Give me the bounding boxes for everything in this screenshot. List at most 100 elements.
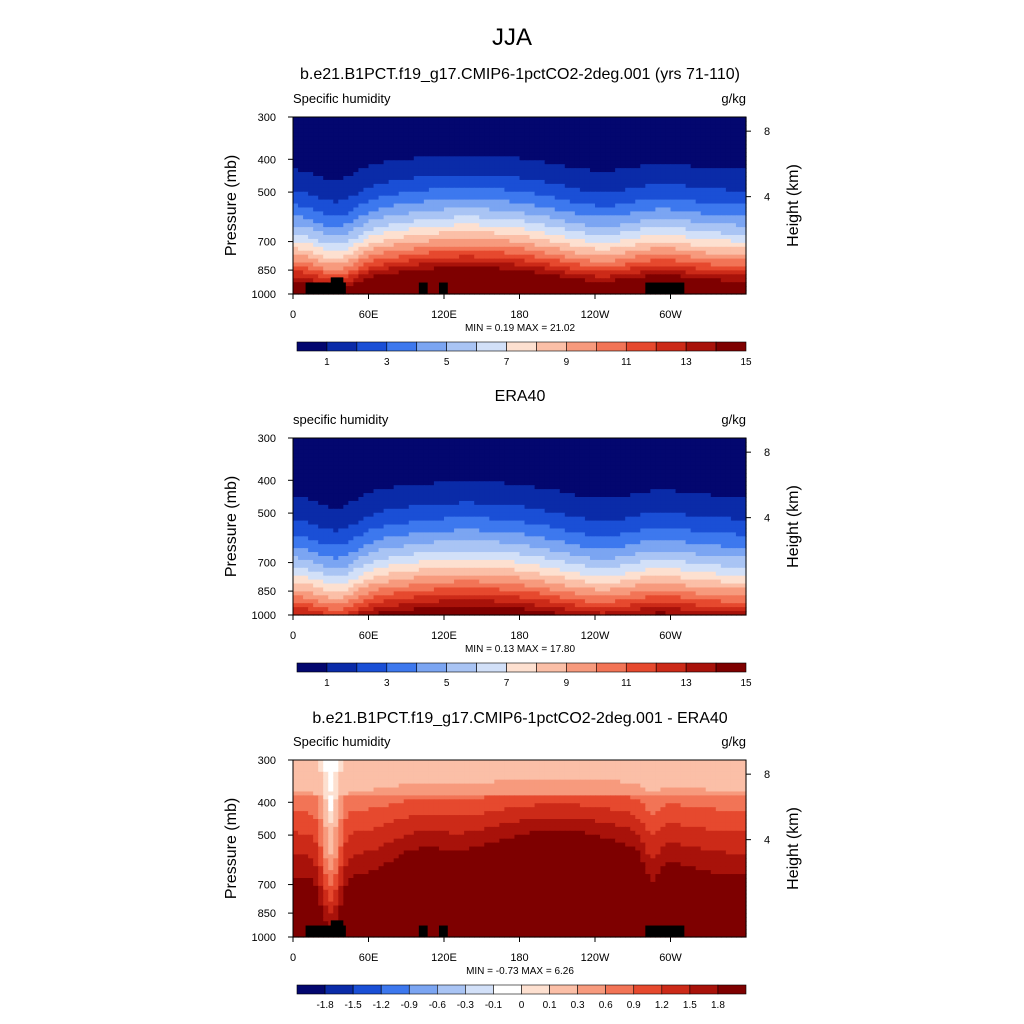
heatmap-cell bbox=[333, 176, 339, 181]
heatmap-cell bbox=[313, 140, 319, 146]
heatmap-cell bbox=[675, 148, 682, 153]
heatmap-cell bbox=[740, 246, 747, 252]
heatmap-cell bbox=[433, 223, 440, 228]
heatmap-cell bbox=[343, 136, 349, 142]
heatmap-cell bbox=[524, 117, 531, 122]
heatmap-cell bbox=[660, 223, 667, 228]
heatmap-cell bbox=[675, 449, 682, 455]
heatmap-cell bbox=[549, 156, 556, 161]
heatmap-cell bbox=[589, 144, 596, 150]
heatmap-cell bbox=[630, 211, 636, 216]
heatmap-cell bbox=[428, 128, 435, 134]
heatmap-cell bbox=[660, 254, 667, 260]
heatmap-cell bbox=[529, 246, 536, 252]
heatmap-cell bbox=[363, 290, 370, 295]
heatmap-cell bbox=[449, 453, 455, 459]
heatmap-cell bbox=[489, 207, 495, 212]
heatmap-cell bbox=[705, 231, 712, 236]
heatmap-cell bbox=[645, 449, 651, 455]
heatmap-cell bbox=[615, 117, 621, 122]
heatmap-cell bbox=[504, 461, 511, 467]
colorbar-label: 1 bbox=[324, 357, 330, 368]
heatmap-cell bbox=[393, 156, 400, 161]
heatmap-cell bbox=[368, 441, 375, 447]
heatmap-cell bbox=[494, 211, 500, 216]
heatmap-cell bbox=[685, 219, 692, 224]
heatmap-cell bbox=[393, 176, 400, 181]
heatmap-cell bbox=[293, 227, 299, 232]
heatmap-cell bbox=[454, 227, 460, 232]
heatmap-cell bbox=[715, 148, 722, 153]
heatmap-cell bbox=[494, 132, 500, 138]
heatmap-cell bbox=[308, 124, 314, 130]
heatmap-cell bbox=[494, 227, 500, 232]
heatmap-cell bbox=[730, 148, 737, 153]
heatmap-cell bbox=[544, 282, 551, 287]
heatmap-cell bbox=[438, 199, 445, 205]
heatmap-cell bbox=[549, 176, 556, 181]
heatmap-cell bbox=[595, 132, 601, 138]
heatmap-cell bbox=[710, 187, 717, 193]
heatmap-cell bbox=[735, 254, 742, 260]
heatmap-cell bbox=[554, 465, 561, 471]
heatmap-cell bbox=[433, 461, 440, 467]
heatmap-cell bbox=[504, 223, 511, 228]
heatmap-cell bbox=[640, 223, 646, 228]
heatmap-cell bbox=[675, 250, 682, 256]
heatmap-cell bbox=[438, 223, 445, 228]
heatmap-cell bbox=[534, 238, 541, 244]
heatmap-cell bbox=[413, 160, 420, 165]
heatmap-cell bbox=[303, 258, 309, 264]
heatmap-cell bbox=[373, 473, 380, 478]
heatmap-cell bbox=[635, 187, 641, 193]
heatmap-cell bbox=[660, 250, 667, 256]
heatmap-cell bbox=[740, 445, 747, 451]
heatmap-cell bbox=[438, 144, 445, 150]
heatmap-cell bbox=[710, 211, 717, 216]
heatmap-cell bbox=[579, 445, 586, 451]
heatmap-cell bbox=[433, 286, 440, 291]
heatmap-cell bbox=[514, 453, 521, 459]
heatmap-cell bbox=[640, 231, 646, 236]
heatmap-cell bbox=[413, 207, 420, 212]
heatmap-cell bbox=[444, 223, 450, 228]
heatmap-cell bbox=[469, 211, 475, 216]
heatmap-cell bbox=[499, 140, 505, 146]
heatmap-cell bbox=[378, 160, 385, 165]
heatmap-cell bbox=[620, 278, 626, 283]
heatmap-cell bbox=[444, 144, 450, 150]
heatmap-cell bbox=[610, 144, 616, 150]
heatmap-cell bbox=[469, 117, 475, 122]
heatmap-cell bbox=[504, 286, 511, 291]
heatmap-cell bbox=[615, 152, 621, 157]
heatmap-cell bbox=[499, 191, 505, 197]
colorbar-label: 5 bbox=[444, 357, 450, 368]
heatmap-cell bbox=[444, 473, 450, 478]
heatmap-cell bbox=[670, 176, 677, 181]
heatmap-cell bbox=[368, 152, 375, 157]
heatmap-cell bbox=[605, 290, 611, 295]
heatmap-cell bbox=[474, 117, 480, 122]
heatmap-cell bbox=[413, 191, 420, 197]
heatmap-cell bbox=[615, 438, 621, 443]
heatmap-cell bbox=[509, 164, 516, 169]
heatmap-cell bbox=[735, 246, 742, 252]
heatmap-cell bbox=[554, 445, 561, 451]
heatmap-cell bbox=[338, 207, 344, 212]
heatmap-cell bbox=[720, 469, 727, 474]
heatmap-cell bbox=[544, 461, 551, 467]
heatmap-cell bbox=[730, 274, 737, 279]
heatmap-cell bbox=[368, 238, 375, 244]
colorbar-label: 11 bbox=[621, 357, 632, 368]
heatmap-cell bbox=[459, 172, 465, 177]
heatmap-cell bbox=[645, 445, 651, 451]
heatmap-cell bbox=[625, 211, 631, 216]
heatmap-cell bbox=[338, 132, 344, 138]
heatmap-cell bbox=[383, 274, 390, 279]
heatmap-cell bbox=[589, 199, 596, 205]
heatmap-cell bbox=[645, 231, 651, 236]
heatmap-cell bbox=[569, 270, 576, 275]
heatmap-cell bbox=[650, 168, 656, 173]
heatmap-cell bbox=[438, 227, 445, 232]
heatmap-cell bbox=[705, 227, 712, 232]
